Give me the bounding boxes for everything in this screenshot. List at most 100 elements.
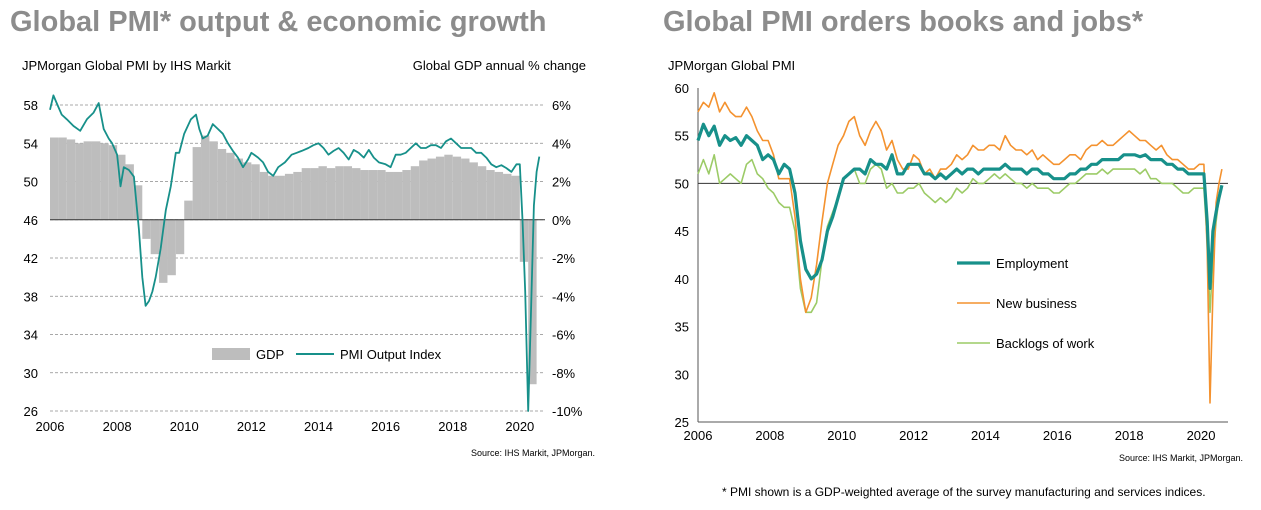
chart1-gdp-bar [360,170,369,220]
chart1-gdp-bar [234,158,243,220]
chart1-gdp-bar [268,175,277,220]
chart1-subtitle-right: Global GDP annual % change [413,58,586,73]
chart1-gdp-bar [402,170,411,220]
chart2-y-tick-label: 25 [675,415,689,430]
chart1-gdp-bar [167,219,176,276]
chart1-right-tick-label: -8% [552,366,576,381]
chart1-gdp-bar [452,156,462,220]
chart2-x-tick-label: 2014 [971,428,1000,443]
chart2-employment-line [696,122,1224,290]
chart1-left-tick-label: 46 [24,213,38,228]
chart1-gdp-bar [494,171,504,220]
chart1-right-tick-label: -2% [552,251,576,266]
chart1-gdp-bar [461,158,470,220]
chart1-gdp-bar [301,168,311,220]
chart2-new-business-line [697,92,1223,404]
chart1-right-tick-label: -10% [552,404,583,419]
chart1-gdp-bar [276,175,285,220]
chart1-pmi-line [49,94,541,412]
chart1-gdp-bar [125,164,134,220]
chart1-gdp-bar [293,171,302,220]
chart2-x-tick-label: 2008 [755,428,784,443]
chart1-gdp-bar [435,156,445,220]
chart2-y-tick-label: 45 [675,224,689,239]
chart1-left-tick-label: 42 [24,251,38,266]
footnote: * PMI shown is a GDP-weighted average of… [722,485,1206,499]
chart1-right-tick-label: 2% [552,175,571,190]
chart1-gdp-bar [528,219,537,385]
chart2-y-tick-label: 30 [675,367,689,382]
chart2-legend-label: Backlogs of work [996,336,1095,351]
chart1-gdp-bar [410,166,420,220]
chart2-x-tick-label: 2018 [1115,428,1144,443]
chart2-x-tick-label: 2012 [899,428,928,443]
chart1-gdp-bar [503,173,512,220]
chart1-gdp-bar [83,141,92,220]
chart2-y-tick-label: 60 [675,81,689,96]
chart1-x-tick-label: 2008 [103,419,132,434]
chart1-gdp-bar [310,168,319,220]
chart1-right-tick-label: -4% [552,289,576,304]
chart2-y-tick-label: 40 [675,272,689,287]
chart1-gdp-bar [343,166,353,220]
chart2-y-tick-label: 55 [675,129,689,144]
chart1-x-tick-label: 2012 [237,419,266,434]
chart2-source: Source: IHS Markit, JPMorgan. [1119,453,1243,463]
chart1-gdp-bar [209,141,218,220]
chart1-gdp-bar [259,171,269,220]
chart1-left-tick-label: 50 [24,175,38,190]
chart1-gdp-bar [385,171,394,220]
chart1-legend-gdp-swatch [212,348,250,360]
chart2-plot: JPMorgan Global PMI 25 30 35 40 45 50 55 60 2006 2… [668,58,1243,463]
chart1-gdp-bar [133,185,143,220]
chart1-x-tick-label: 2010 [170,419,199,434]
chart1-gdp-bar [469,162,478,220]
chart2-x-tick-label: 2010 [827,428,856,443]
chart1-gdp-bar [352,168,361,220]
chart1-gdp-bar [175,219,185,255]
chart1-gdp-bar [511,175,520,220]
chart1-legend-gdp-label: GDP [256,347,284,362]
chart1-gdp-bar [75,143,84,220]
chart1-x-tick-label: 2014 [304,419,333,434]
chart1-left-tick-label: 26 [24,404,38,419]
chart1-gdp-bar [142,219,151,239]
chart1-gdp-bar [150,219,160,255]
chart1-gdp-bar [419,160,428,220]
chart1-gdp-bar [226,152,235,220]
chart1-gdp-bar [242,162,252,220]
chart2-legend-label: New business [996,296,1077,311]
chart1-right-tick-label: 4% [552,136,571,151]
chart1-x-tick-label: 2020 [505,419,534,434]
chart1-left-tick-label: 58 [24,98,38,113]
chart1-left-tick-label: 54 [24,136,38,151]
chart1-gdp-bar [318,166,327,220]
chart1-left-tick-label: 34 [24,328,38,343]
chart1-gdp-bar [159,219,168,283]
chart1-left-tick-label: 30 [24,366,38,381]
chart2-backlogs-of-work-line [697,154,1223,314]
chart1-right-tick-label: -6% [552,328,576,343]
chart1-gdp-bar [368,170,378,220]
chart2-x-tick-label: 2006 [684,428,713,443]
chart1-gdp-bar [66,139,76,220]
chart1-gdp-bar [326,168,336,220]
chart2-subtitle: JPMorgan Global PMI [668,58,795,73]
chart2-legend-label: Employment [996,256,1069,271]
chart1-legend-pmi-label: PMI Output Index [340,347,442,362]
chart1-gdp-bar [100,143,109,220]
chart1-x-tick-label: 2018 [438,419,467,434]
chart1-gdp-bar [184,200,193,220]
chart1-gdp-bar [50,137,59,220]
chart1-gdp-bar [251,164,260,220]
chart1-title: Global PMI* output & economic growth [10,6,547,38]
chart1-gdp-bar [335,166,344,220]
chart1-gdp-bar [444,154,453,220]
chart1-gdp-bar [58,137,67,220]
chart2-title: Global PMI orders books and jobs* [663,6,1144,38]
chart1-right-tick-label: 0% [552,213,571,228]
chart1-gdp-bar [201,135,210,220]
chart1-gdp-bar [91,141,101,220]
chart1-gdp-bar [377,170,386,220]
chart1-x-tick-label: 2006 [36,419,65,434]
